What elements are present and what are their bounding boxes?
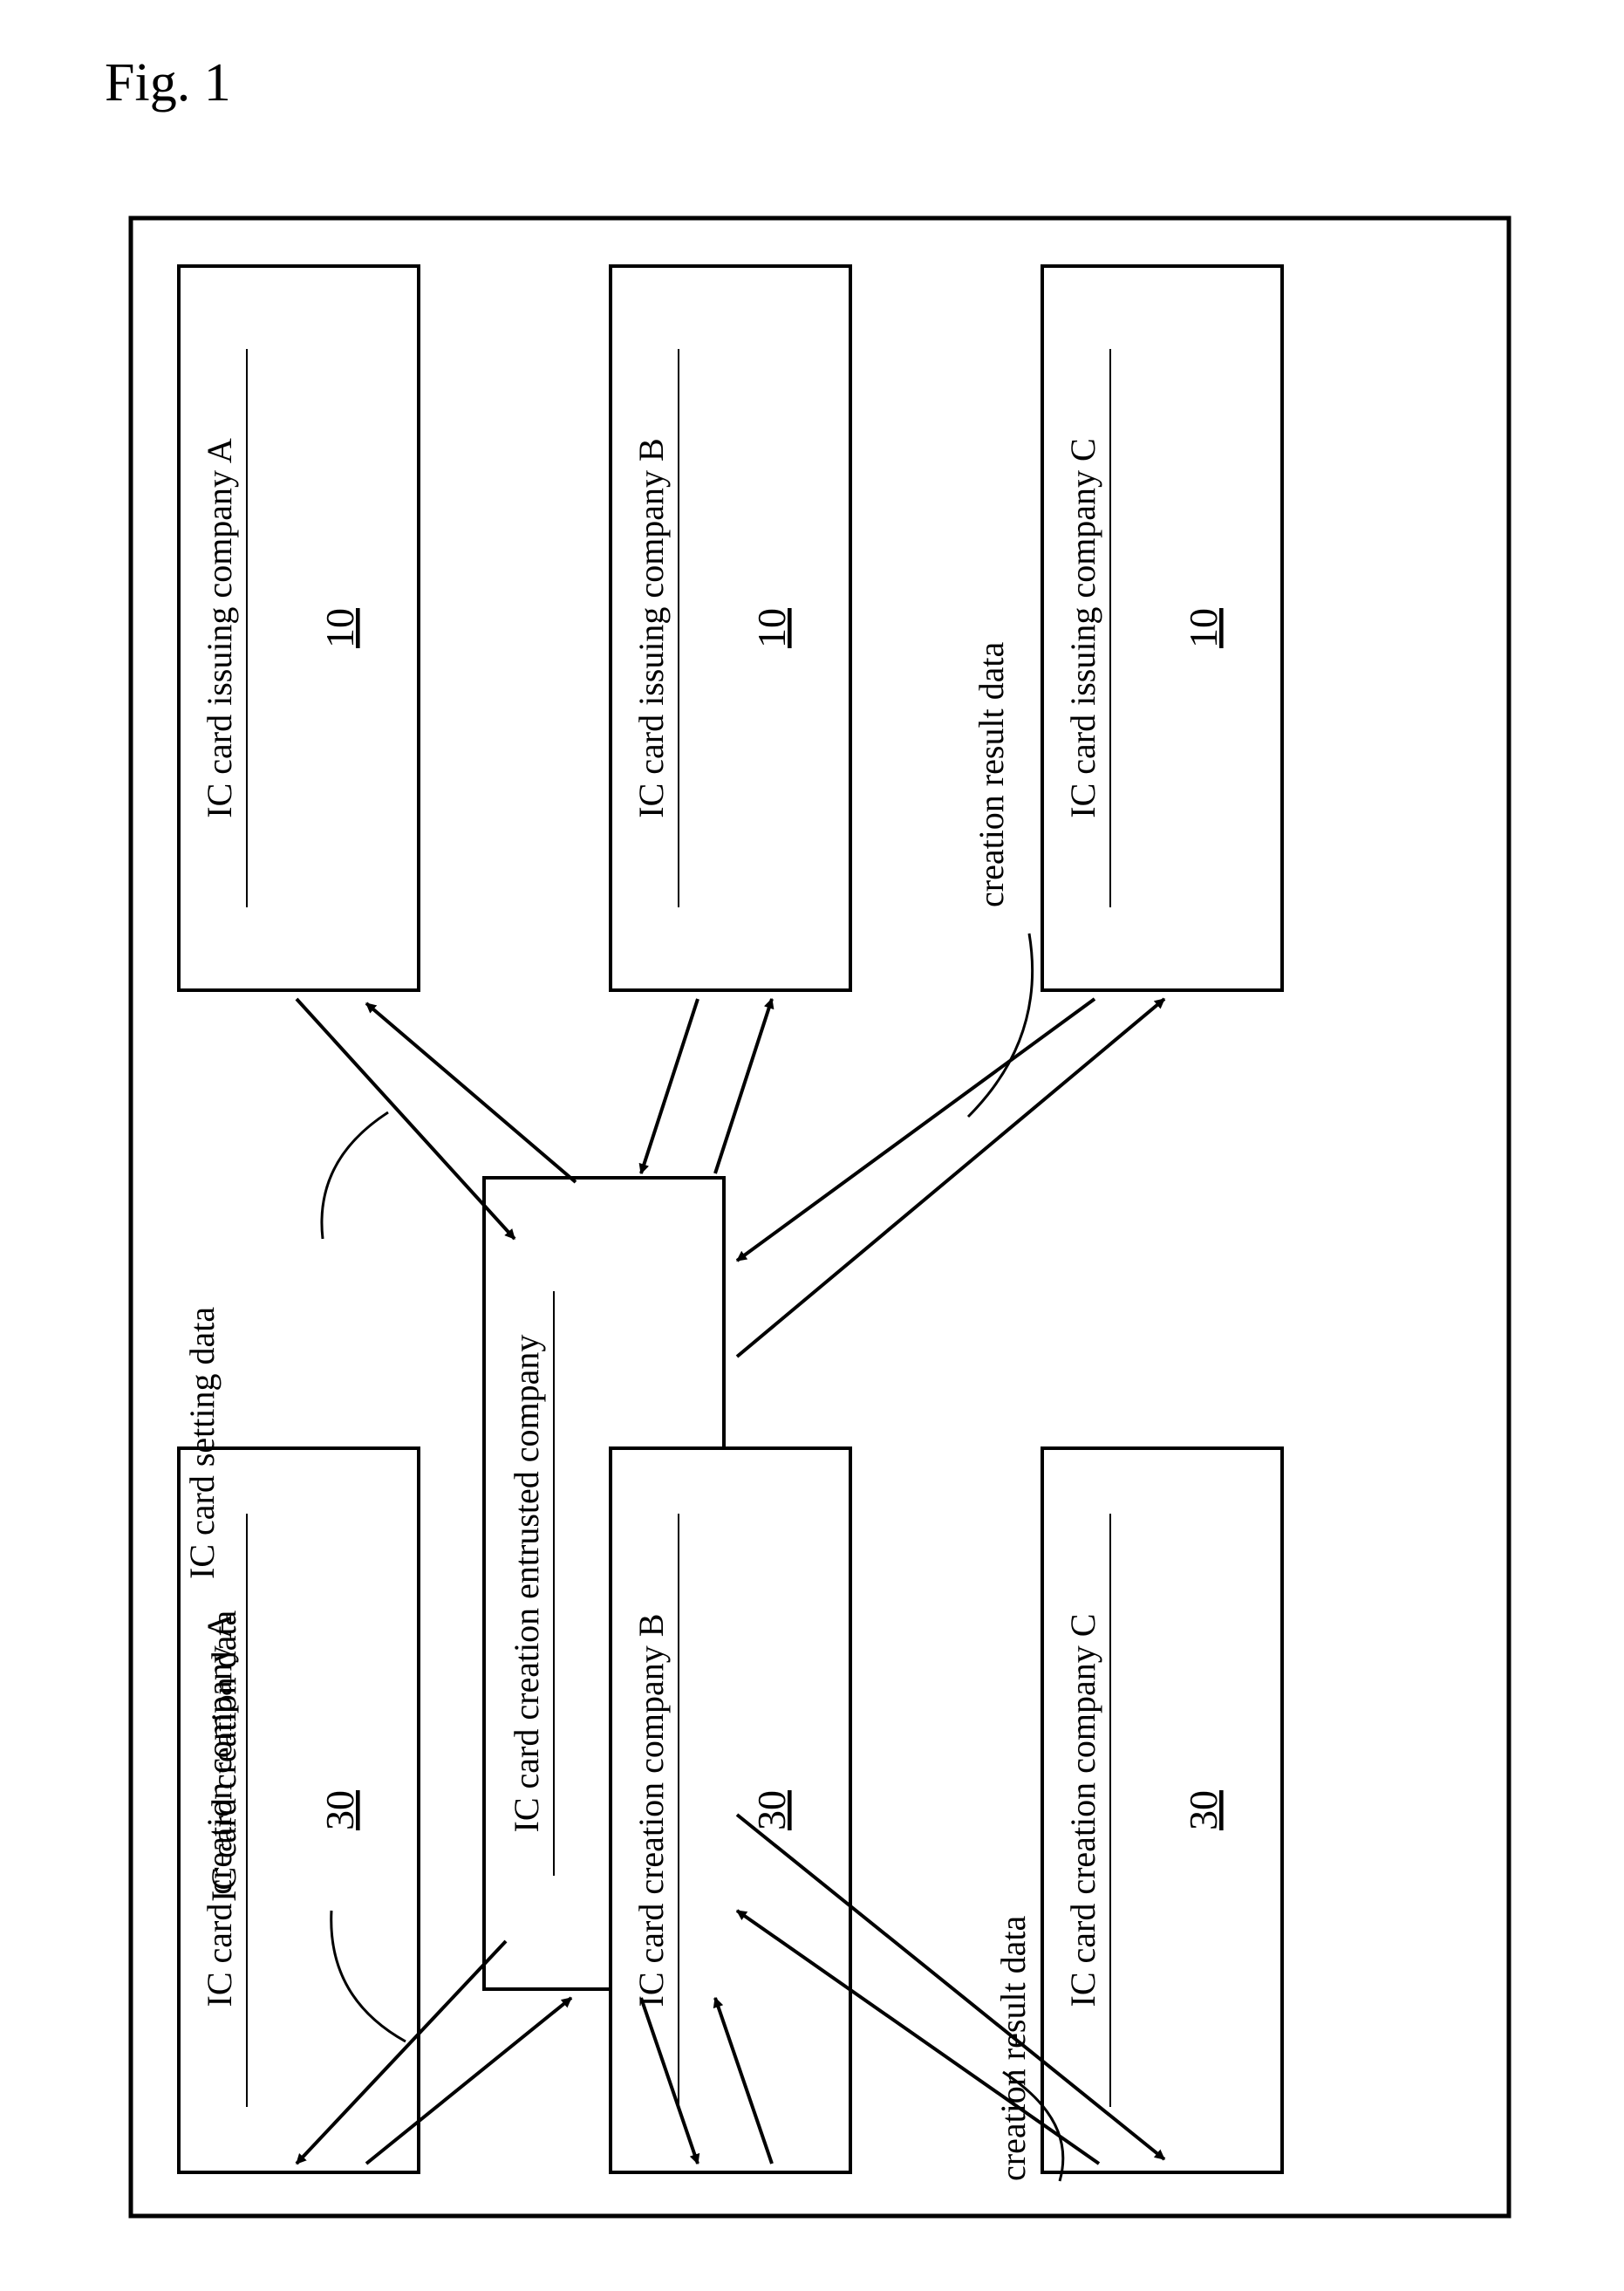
num-issuing-b: 10 xyxy=(749,608,794,648)
arrow-center-to-c xyxy=(737,999,1164,1357)
label-issuing-a: IC card issuing company A xyxy=(200,438,239,818)
page: Fig. 1 IC card issuing company A 10 IC c… xyxy=(0,0,1624,2291)
diagram-svg: IC card issuing company A 10 IC card iss… xyxy=(0,0,1624,2291)
edge-label-result-bot: creation result data xyxy=(993,1915,1033,2181)
arrow-b-to-center xyxy=(641,999,698,1173)
callout-result-top xyxy=(968,933,1033,1117)
box-creation-b: IC card creation company B 30 xyxy=(611,1448,850,2172)
box-issuing-a: IC card issuing company A 10 xyxy=(179,266,419,990)
box-issuing-b: IC card issuing company B 10 xyxy=(611,266,850,990)
num-creation-c: 30 xyxy=(1181,1790,1225,1830)
arrow-center-to-a xyxy=(366,1003,576,1182)
box-creation-c: IC card creation company C 30 xyxy=(1042,1448,1282,2172)
label-issuing-c: IC card issuing company C xyxy=(1063,438,1102,818)
arrow-c-to-center xyxy=(737,999,1095,1261)
label-issuing-b: IC card issuing company B xyxy=(631,438,671,818)
edge-label-result-top: creation result data xyxy=(972,641,1011,907)
num-issuing-a: 10 xyxy=(317,608,362,648)
num-creation-b: 30 xyxy=(749,1790,794,1830)
num-issuing-c: 10 xyxy=(1181,608,1225,648)
label-creation-c: IC card creation company C xyxy=(1063,1614,1102,2007)
arrow-center-to-b xyxy=(715,999,772,1173)
callout-setting xyxy=(322,1112,388,1239)
edge-label-setting: IC card setting data xyxy=(182,1307,222,1579)
label-center: IC card creation entrusted company xyxy=(507,1335,546,1833)
num-creation-a: 30 xyxy=(317,1790,362,1830)
edge-label-creation: IC card creation data xyxy=(204,1610,243,1902)
box-issuing-c: IC card issuing company C 10 xyxy=(1042,266,1282,990)
label-creation-b: IC card creation company B xyxy=(631,1614,671,2007)
